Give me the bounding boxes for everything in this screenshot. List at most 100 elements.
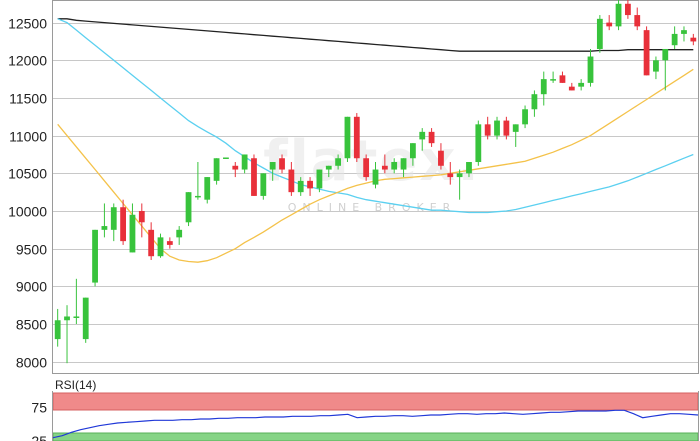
candle xyxy=(484,116,491,140)
candle xyxy=(400,158,407,178)
candle-body xyxy=(681,30,687,34)
candle-body xyxy=(568,86,575,91)
candle xyxy=(522,105,528,129)
candle xyxy=(129,203,136,253)
candle-body xyxy=(522,109,528,125)
candle-body xyxy=(475,124,482,163)
sma-mid-line xyxy=(57,18,694,214)
candle xyxy=(335,154,342,170)
candle-body xyxy=(438,150,444,166)
rsi-tick-label-25: 25 xyxy=(31,433,47,441)
candle-body xyxy=(671,33,678,46)
y-tick-label-8000: 8000 xyxy=(16,355,47,371)
candle xyxy=(269,162,276,181)
y-tick-label-10000: 10000 xyxy=(8,204,47,220)
candle-body xyxy=(54,320,61,340)
candle-body xyxy=(297,180,304,193)
candle xyxy=(148,222,155,260)
candle-body xyxy=(223,157,229,159)
rsi-title: RSI(14) xyxy=(55,378,96,392)
candle-body xyxy=(531,94,538,110)
candle xyxy=(409,143,416,166)
candle xyxy=(550,71,557,83)
candle-body xyxy=(484,124,491,136)
candle xyxy=(288,162,295,196)
candle-body xyxy=(428,131,435,144)
candle-body xyxy=(653,60,659,72)
candle xyxy=(204,177,211,204)
candle xyxy=(634,7,641,31)
rsi-overbought-band xyxy=(52,392,699,411)
price-panel-frame xyxy=(52,0,699,374)
candle xyxy=(344,116,351,163)
candle-body xyxy=(194,195,201,198)
candle xyxy=(54,308,61,347)
candle-body xyxy=(185,192,192,223)
y-tick-label-9000: 9000 xyxy=(16,279,47,295)
candle xyxy=(166,237,173,249)
rsi-tick-label-75: 75 xyxy=(31,400,47,416)
candle-body xyxy=(251,158,257,196)
candle xyxy=(223,157,229,159)
candle xyxy=(466,162,472,178)
candle-body xyxy=(92,229,98,283)
candle xyxy=(316,169,323,193)
candle-body xyxy=(447,173,454,178)
candle-body xyxy=(419,131,426,140)
candle xyxy=(662,48,669,91)
candle-body xyxy=(559,75,566,83)
candle xyxy=(559,71,566,83)
candle xyxy=(92,229,98,287)
candle xyxy=(428,128,435,147)
candle xyxy=(615,0,622,31)
candle xyxy=(512,124,519,147)
candle-body xyxy=(587,56,594,83)
candle xyxy=(110,203,117,242)
y-tick-label-9500: 9500 xyxy=(16,242,47,258)
candle xyxy=(643,26,650,76)
candle-body xyxy=(624,3,631,16)
candle xyxy=(568,82,575,91)
candle-body xyxy=(260,173,267,196)
candle-body xyxy=(73,316,80,318)
candle xyxy=(540,71,547,106)
candle xyxy=(606,15,613,31)
candle-body xyxy=(166,241,173,245)
candle xyxy=(456,169,463,200)
candle xyxy=(372,162,379,189)
candle-body xyxy=(129,214,136,253)
y-tick-label-10500: 10500 xyxy=(8,166,47,182)
candle-body xyxy=(512,124,519,132)
rsi-oversold-band xyxy=(52,432,699,441)
candle xyxy=(176,226,183,245)
candle-body xyxy=(540,79,547,95)
candle-body xyxy=(596,18,603,49)
candle-body xyxy=(82,297,89,340)
candle-body xyxy=(606,22,613,27)
candle xyxy=(101,203,108,238)
candle-body xyxy=(494,120,500,136)
candle xyxy=(624,0,631,19)
rsi-y-axis: 25 75 xyxy=(31,400,47,441)
candle xyxy=(681,26,687,42)
candle xyxy=(64,305,70,364)
candle xyxy=(419,128,426,151)
sma-long-line xyxy=(57,18,694,52)
candle-body xyxy=(550,79,557,81)
candle xyxy=(438,143,444,170)
watermark-brand: flatex. xyxy=(263,129,481,194)
candle xyxy=(587,48,594,87)
candle-body xyxy=(241,154,248,170)
candle xyxy=(325,165,332,178)
candle-body xyxy=(307,180,313,189)
candle-body xyxy=(578,82,585,87)
y-tick-label-11000: 11000 xyxy=(9,129,47,145)
candle-body xyxy=(391,162,398,170)
candles xyxy=(54,0,697,364)
candle-body xyxy=(456,173,463,178)
candle-body xyxy=(64,316,70,321)
candle xyxy=(260,173,267,200)
y-tick-label-11500: 11500 xyxy=(9,91,47,107)
